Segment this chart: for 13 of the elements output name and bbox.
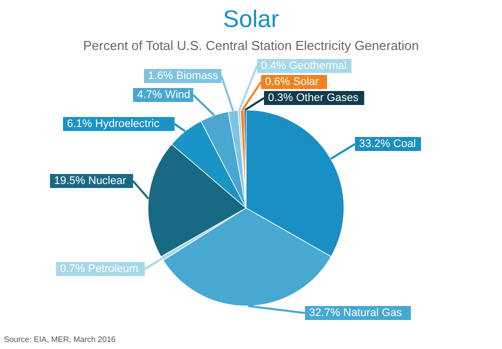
slice-label: 0.4% Geothermal [261,60,347,72]
chart-title: Solar [222,6,280,33]
slice-label: 33.2% Coal [359,138,416,150]
slice-label: 4.7% Wind [137,89,190,101]
slice-label: 32.7% Natural Gas [309,307,402,319]
slice-label: 1.6% Biomass [148,70,219,82]
chart-subtitle: Percent of Total U.S. Central Station Electricity Generation [83,38,419,53]
source-note: Source: EIA, MER, March 2016 [4,335,116,344]
slice-label: 0.7% Petroleum [60,263,138,275]
legend-label: 6.1% Hydroelectric [67,118,160,130]
slice-label: 0.3% Other Gases [268,92,359,104]
slice-label: 19.5% Nuclear [54,175,126,187]
slice-label: 0.6% Solar [265,76,320,88]
